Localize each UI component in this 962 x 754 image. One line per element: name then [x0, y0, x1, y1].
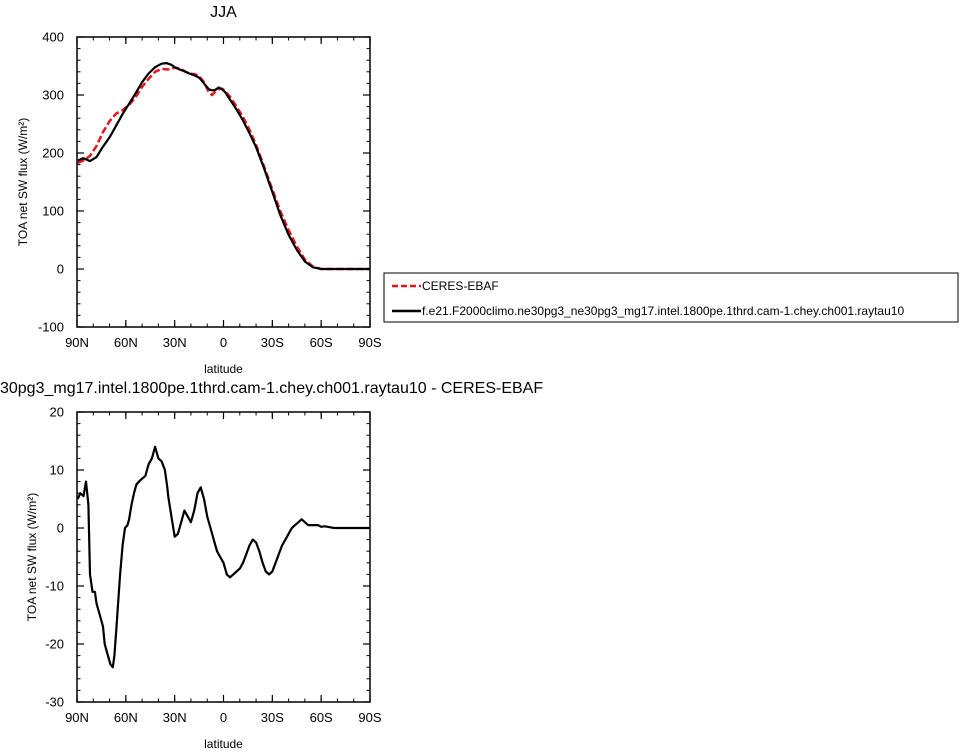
bottom-x-tick-label: 90N: [65, 710, 89, 725]
top-y-tick-label: 200: [42, 146, 64, 161]
top-y-tick-label: 0: [57, 262, 64, 277]
bottom-y-tick-label: 10: [50, 463, 64, 478]
bottom-y-tick-label: 20: [50, 405, 64, 420]
top-y-tick-label: 400: [42, 30, 64, 45]
top-series-line-0: [77, 66, 370, 271]
top-y-tick-label: 300: [42, 88, 64, 103]
bottom-y-axis-label: TOA net SW flux (W/m²): [25, 493, 39, 621]
bottom-series-lines: [76, 445, 370, 669]
top-series-line-1: [77, 62, 370, 271]
top-x-axis-label: latitude: [204, 362, 243, 376]
bottom-x-tick-label: 30S: [261, 710, 284, 725]
top-plot-title: JJA: [210, 4, 237, 21]
bottom-y-tick-label: -10: [45, 579, 64, 594]
top-series-lines: [77, 62, 370, 271]
top-y-tick-label: -100: [38, 320, 64, 335]
bottom-x-tick-label: 90S: [358, 710, 381, 725]
bottom-x-axis-label: latitude: [204, 737, 243, 751]
bottom-y-tick-label: 0: [57, 521, 64, 536]
bottom-x-tick-label: 60S: [310, 710, 333, 725]
top-y-tick-label: 100: [42, 204, 64, 219]
top-x-tick-label: 90S: [358, 335, 381, 350]
bottom-y-tick-label: -20: [45, 637, 64, 652]
legend: CERES-EBAF f.e21.F2000climo.ne30pg3_ne30…: [383, 272, 959, 323]
legend-label-ceres: CERES-EBAF: [422, 279, 499, 293]
top-y-axis-label: TOA net SW flux (W/m²): [16, 118, 30, 246]
bottom-x-tick-label: 60N: [114, 710, 138, 725]
top-x-tick-label: 60N: [114, 335, 138, 350]
bottom-panel: ne30pg3_ne30pg3_mg17.intel.1800pe.1thrd.…: [0, 380, 543, 751]
legend-box: [383, 272, 959, 323]
bottom-plot-title: ne30pg3_ne30pg3_mg17.intel.1800pe.1thrd.…: [0, 380, 543, 397]
top-x-tick-label: 30S: [261, 335, 284, 350]
top-x-tick-label: 90N: [65, 335, 89, 350]
top-x-tick-label: 30N: [163, 335, 187, 350]
top-panel: JJA 90N 60N 30N 0 30S 60S 90S -100 0 100 200 300 400…: [16, 4, 382, 376]
bottom-series-line-0: [76, 445, 370, 669]
top-x-tick-label: 60S: [310, 335, 333, 350]
bottom-x-tick-label: 30N: [163, 710, 187, 725]
top-axis-ticks: 90N 60N 30N 0 30S 60S 90S -100 0 100 200 300 400: [38, 30, 382, 351]
bottom-y-tick-label: -30: [45, 695, 64, 710]
bottom-x-tick-label: 0: [220, 710, 227, 725]
top-plot-frame: [76, 36, 371, 328]
bottom-axis-ticks: 90N 60N 30N 0 30S 60S 90S -30 -20 -10 0 10 20: [45, 405, 382, 726]
top-x-tick-label: 0: [220, 335, 227, 350]
legend-label-model: f.e21.F2000climo.ne30pg3_ne30pg3_mg17.in…: [422, 304, 904, 318]
